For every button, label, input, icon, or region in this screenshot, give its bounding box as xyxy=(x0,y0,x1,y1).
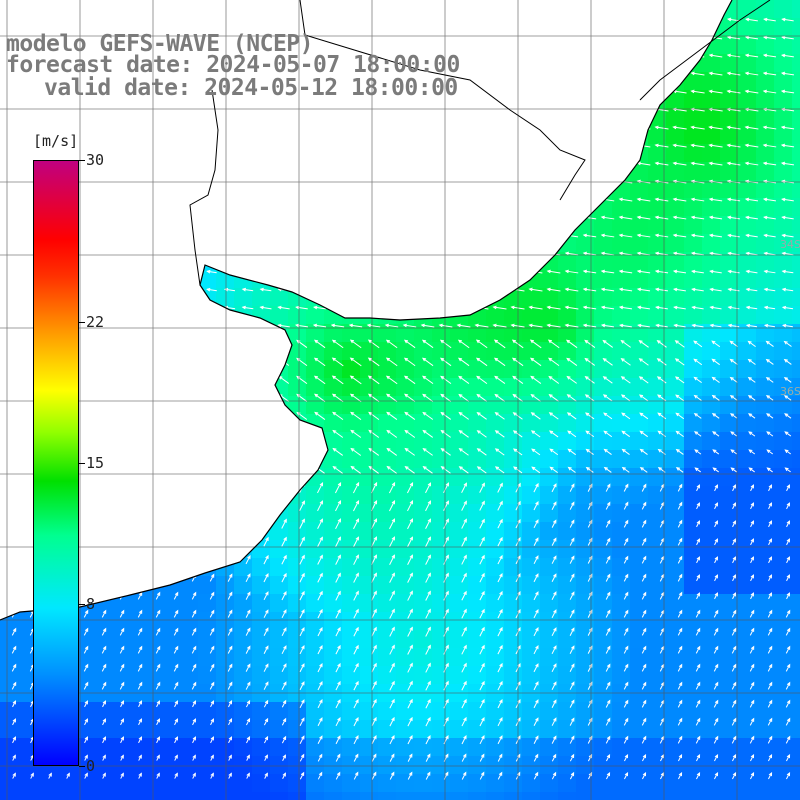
colorbar-tick-mark xyxy=(79,604,85,606)
colorbar-tick-label: 15 xyxy=(86,454,105,472)
colorbar-tick-label: 30 xyxy=(86,151,105,169)
model-title: modelo GEFS-WAVE (NCEP) xyxy=(6,31,314,57)
forecast-date: forecast date: 2024-05-07 18:00:00 xyxy=(6,52,460,78)
lat-label: 36S xyxy=(780,385,800,398)
colorbar-tick-label: 8 xyxy=(86,595,96,614)
colorbar xyxy=(33,160,79,766)
colorbar-tick-label: 0 xyxy=(86,757,96,775)
lat-label: 34S xyxy=(780,238,800,251)
coastline xyxy=(0,0,733,621)
colorbar-tick-mark xyxy=(79,160,85,161)
colorbar-tick-mark xyxy=(79,766,85,767)
border-line xyxy=(299,0,586,201)
colorbar-units: [m/s] xyxy=(33,132,79,150)
border-line xyxy=(639,0,771,101)
colorbar-tick-mark xyxy=(79,463,85,464)
colorbar-tick-label: 22 xyxy=(86,312,105,331)
border-line xyxy=(189,89,219,286)
colorbar-tick-mark xyxy=(79,321,85,323)
valid-date: valid date: 2024-05-12 18:00:00 xyxy=(44,75,458,101)
